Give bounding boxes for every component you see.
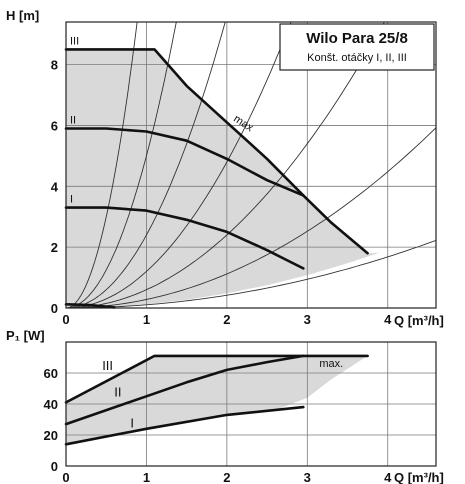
power-curve-ii xyxy=(64,354,305,426)
head-curve-iii xyxy=(64,48,369,255)
max-annotation: max. xyxy=(319,358,343,370)
y-tick-label: 60 xyxy=(44,366,58,381)
system-curve xyxy=(66,22,385,308)
system-curve xyxy=(66,22,292,308)
x-tick-label: 3 xyxy=(304,470,311,484)
x-tick-label: 2 xyxy=(223,312,230,327)
y-tick-label: 8 xyxy=(51,58,58,73)
y-tick-label: 20 xyxy=(44,428,58,443)
head-curve-i xyxy=(64,206,305,270)
y-tick-label: 6 xyxy=(51,118,58,133)
x-axis-title: Q [m³/h] xyxy=(394,313,444,328)
x-tick-label: 3 xyxy=(304,312,311,327)
system-curve xyxy=(66,127,436,308)
y-axis-title: H [m] xyxy=(6,8,39,23)
y-tick-label: 40 xyxy=(44,397,58,412)
head-curve-label: I xyxy=(70,194,73,206)
power-curve-label: I xyxy=(130,415,134,430)
power-curve-label: II xyxy=(114,384,121,399)
y-axis-title: P₁ [W] xyxy=(6,328,45,343)
system-curve xyxy=(66,22,226,308)
chart-title: Wilo Para 25/8 xyxy=(306,30,408,47)
system-curve xyxy=(66,239,436,308)
x-tick-label: 4 xyxy=(384,312,392,327)
plot-frame-top xyxy=(65,21,437,309)
title-box xyxy=(279,23,435,71)
power-curve-i xyxy=(64,405,305,446)
system-curve xyxy=(66,22,177,308)
y-tick-label: 4 xyxy=(51,179,59,194)
head-curve-ii xyxy=(64,127,305,197)
power-operating-area xyxy=(66,355,368,445)
y-tick-label: 0 xyxy=(51,459,58,474)
x-tick-label: 1 xyxy=(143,312,150,327)
head-curve-label: III xyxy=(70,35,79,47)
x-tick-label: 0 xyxy=(62,312,69,327)
x-tick-label: 1 xyxy=(143,470,150,484)
system-curve xyxy=(66,22,138,308)
plot-frame-bottom xyxy=(65,341,437,467)
system-curves xyxy=(66,22,436,308)
x-tick-label: 2 xyxy=(223,470,230,484)
operating-area xyxy=(66,49,380,309)
head-curve-zero xyxy=(64,303,116,309)
head-curve-label: II xyxy=(70,114,76,126)
y-tick-label: 0 xyxy=(51,301,58,316)
x-tick-label: 0 xyxy=(62,470,69,484)
power-curve-label: III xyxy=(102,358,113,373)
x-tick-label: 4 xyxy=(384,470,392,484)
y-tick-label: 2 xyxy=(51,240,58,255)
chart-subtitle: Konšt. otáčky I, II, III xyxy=(307,52,407,64)
x-axis-title: Q [m³/h] xyxy=(394,470,444,484)
